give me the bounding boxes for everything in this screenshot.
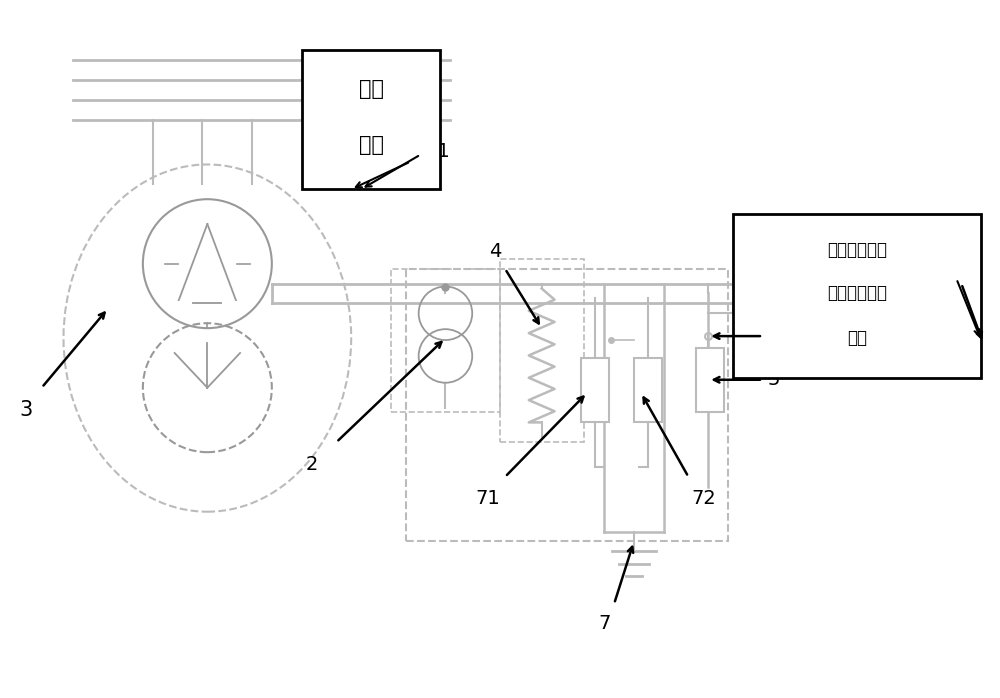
- Bar: [302, 50, 440, 189]
- Text: 模块: 模块: [847, 329, 867, 348]
- Bar: [391, 269, 500, 413]
- Bar: [406, 269, 728, 542]
- Text: 4: 4: [489, 242, 501, 261]
- Bar: [733, 214, 981, 378]
- Text: 1: 1: [961, 338, 975, 358]
- Text: 5: 5: [768, 370, 780, 389]
- Text: 三相: 三相: [359, 80, 384, 99]
- Text: 6: 6: [768, 327, 780, 346]
- Text: 1: 1: [966, 340, 980, 360]
- Text: 71: 71: [476, 489, 500, 508]
- Text: 3: 3: [19, 399, 32, 419]
- Bar: [581, 358, 609, 422]
- Text: 系统: 系统: [359, 135, 384, 155]
- Text: 2: 2: [305, 455, 318, 474]
- Text: 中性点零序电: 中性点零序电: [827, 241, 887, 259]
- Text: 31: 31: [416, 150, 440, 169]
- Bar: [696, 348, 724, 413]
- Text: 7: 7: [598, 614, 610, 633]
- Bar: [634, 358, 662, 422]
- Text: 31: 31: [426, 142, 450, 161]
- Text: 压监测和分析: 压监测和分析: [827, 283, 887, 302]
- Bar: [500, 259, 584, 443]
- Text: 72: 72: [691, 489, 716, 508]
